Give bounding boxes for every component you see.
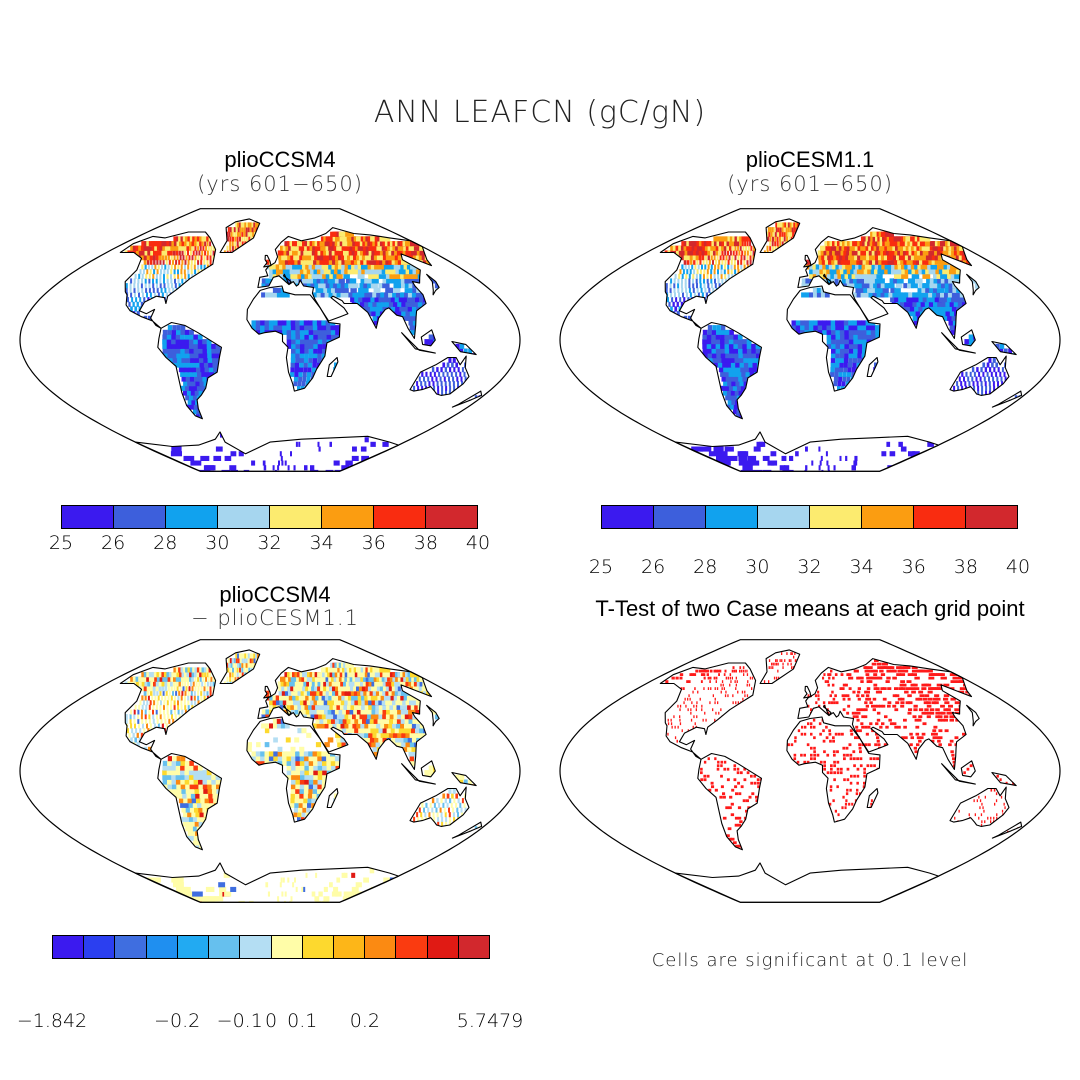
colorbar-tick-label: 26 — [641, 556, 666, 578]
colorbar-tick-label: 32 — [797, 556, 822, 578]
colorbar-bottom-left — [52, 935, 490, 959]
panel-top-right-subtitle: (yrs 601−650) — [727, 172, 893, 196]
colorbar-swatch — [365, 936, 397, 958]
colorbar-tick-label: 30 — [745, 556, 770, 578]
colorbar-tick-label: 34 — [849, 556, 874, 578]
map-field — [665, 652, 1019, 852]
colorbar-swatch — [114, 506, 166, 528]
figure-title: ANN LEAFCN (gC/gN) — [373, 95, 707, 130]
colorbar-swatch — [270, 506, 322, 528]
map-boundary — [19, 208, 521, 472]
colorbar-top-left-ticks: 25 26 28 30 32 34 36 38 40 — [49, 532, 490, 556]
colorbar-swatch — [271, 936, 303, 958]
colorbar-swatch — [84, 936, 116, 958]
colorbar-tick-label: 0 — [264, 1010, 278, 1032]
colorbar-bottom-left-ticks: −1.842 −0.2 −0.1 0 0.1 0.2 5.7479 — [17, 1010, 523, 1034]
map-bottom-left — [19, 639, 521, 903]
colorbar-swatch — [758, 506, 810, 528]
colorbar-swatch — [396, 936, 428, 958]
colorbar-swatch — [862, 506, 914, 528]
map-top-left — [19, 208, 521, 472]
colorbar-tick-label: 30 — [205, 532, 230, 554]
colorbar-tick-label: −0.1 — [216, 1010, 263, 1032]
colorbar-swatch — [166, 506, 218, 528]
map-bottom-right — [559, 639, 1061, 903]
colorbar-tick-label: 25 — [48, 532, 74, 554]
colorbar-tick-label: −0.2 — [154, 1010, 201, 1032]
colorbar-tick-label: 40 — [465, 532, 491, 554]
colorbar-tick-label: 40 — [1005, 556, 1031, 578]
colorbar-swatch — [810, 506, 862, 528]
colorbar-swatch — [333, 936, 366, 958]
colorbar-swatch — [458, 936, 490, 958]
colorbar-tick-label: 32 — [257, 532, 282, 554]
colorbar-swatch — [427, 936, 459, 958]
panel-top-right-title: plioCESM1.1 — [745, 147, 875, 172]
map-field — [124, 653, 482, 903]
colorbar-tick-label: 0.2 — [349, 1010, 380, 1032]
panel-bottom-left-subtitle: − plioCESM1.1 — [191, 606, 359, 630]
colorbar-tick-label: 34 — [309, 532, 334, 554]
colorbar-swatch — [706, 506, 758, 528]
panel-bottom-right-title: T-Test of two Case means at each grid po… — [595, 596, 1025, 621]
significance-note: Cells are significant at 0.1 level — [651, 950, 969, 971]
map-top-right — [559, 208, 1061, 472]
panel-top-left-title: plioCCSM4 — [224, 147, 336, 172]
colorbar-top-right-ticks: 25 26 28 30 32 34 36 38 40 — [589, 556, 1030, 580]
colorbar-tick-label: 26 — [101, 532, 126, 554]
colorbar-tick-label: 5.7479 — [456, 1010, 524, 1032]
colorbar-swatch — [374, 506, 426, 528]
colorbar-swatch — [302, 936, 334, 958]
colorbar-tick-label: 28 — [153, 532, 178, 554]
colorbar-tick-label: 38 — [953, 556, 978, 578]
map-boundary — [559, 639, 1061, 903]
colorbar-swatch — [966, 506, 1017, 528]
colorbar-tick-label: 36 — [361, 532, 386, 554]
colorbar-swatch — [53, 936, 85, 958]
panel-top-left-subtitle: (yrs 601−650) — [197, 172, 363, 196]
map-boundary — [559, 208, 1061, 472]
colorbar-tick-label: 0.1 — [287, 1010, 318, 1032]
colorbar-swatch — [654, 506, 706, 528]
colorbar-tick-label: 36 — [901, 556, 926, 578]
colorbar-swatch — [914, 506, 966, 528]
colorbar-swatch — [209, 936, 241, 958]
colorbar-swatch — [426, 506, 477, 528]
map-boundary — [19, 639, 521, 903]
colorbar-tick-label: 25 — [588, 556, 614, 578]
colorbar-tick-label: −1.842 — [16, 1010, 88, 1032]
colorbar-swatch — [177, 936, 210, 958]
colorbar-swatch — [322, 506, 374, 528]
panel-bottom-left-title: plioCCSM4 — [219, 582, 331, 607]
colorbar-top-right — [601, 505, 1018, 529]
colorbar-swatch — [602, 506, 654, 528]
colorbar-swatch — [62, 506, 114, 528]
colorbar-top-left — [61, 505, 478, 529]
colorbar-swatch — [146, 936, 178, 958]
colorbar-swatch — [115, 936, 147, 958]
colorbar-tick-label: 28 — [693, 556, 718, 578]
colorbar-tick-label: 38 — [413, 532, 438, 554]
colorbar-swatch — [240, 936, 272, 958]
colorbar-swatch — [218, 506, 270, 528]
